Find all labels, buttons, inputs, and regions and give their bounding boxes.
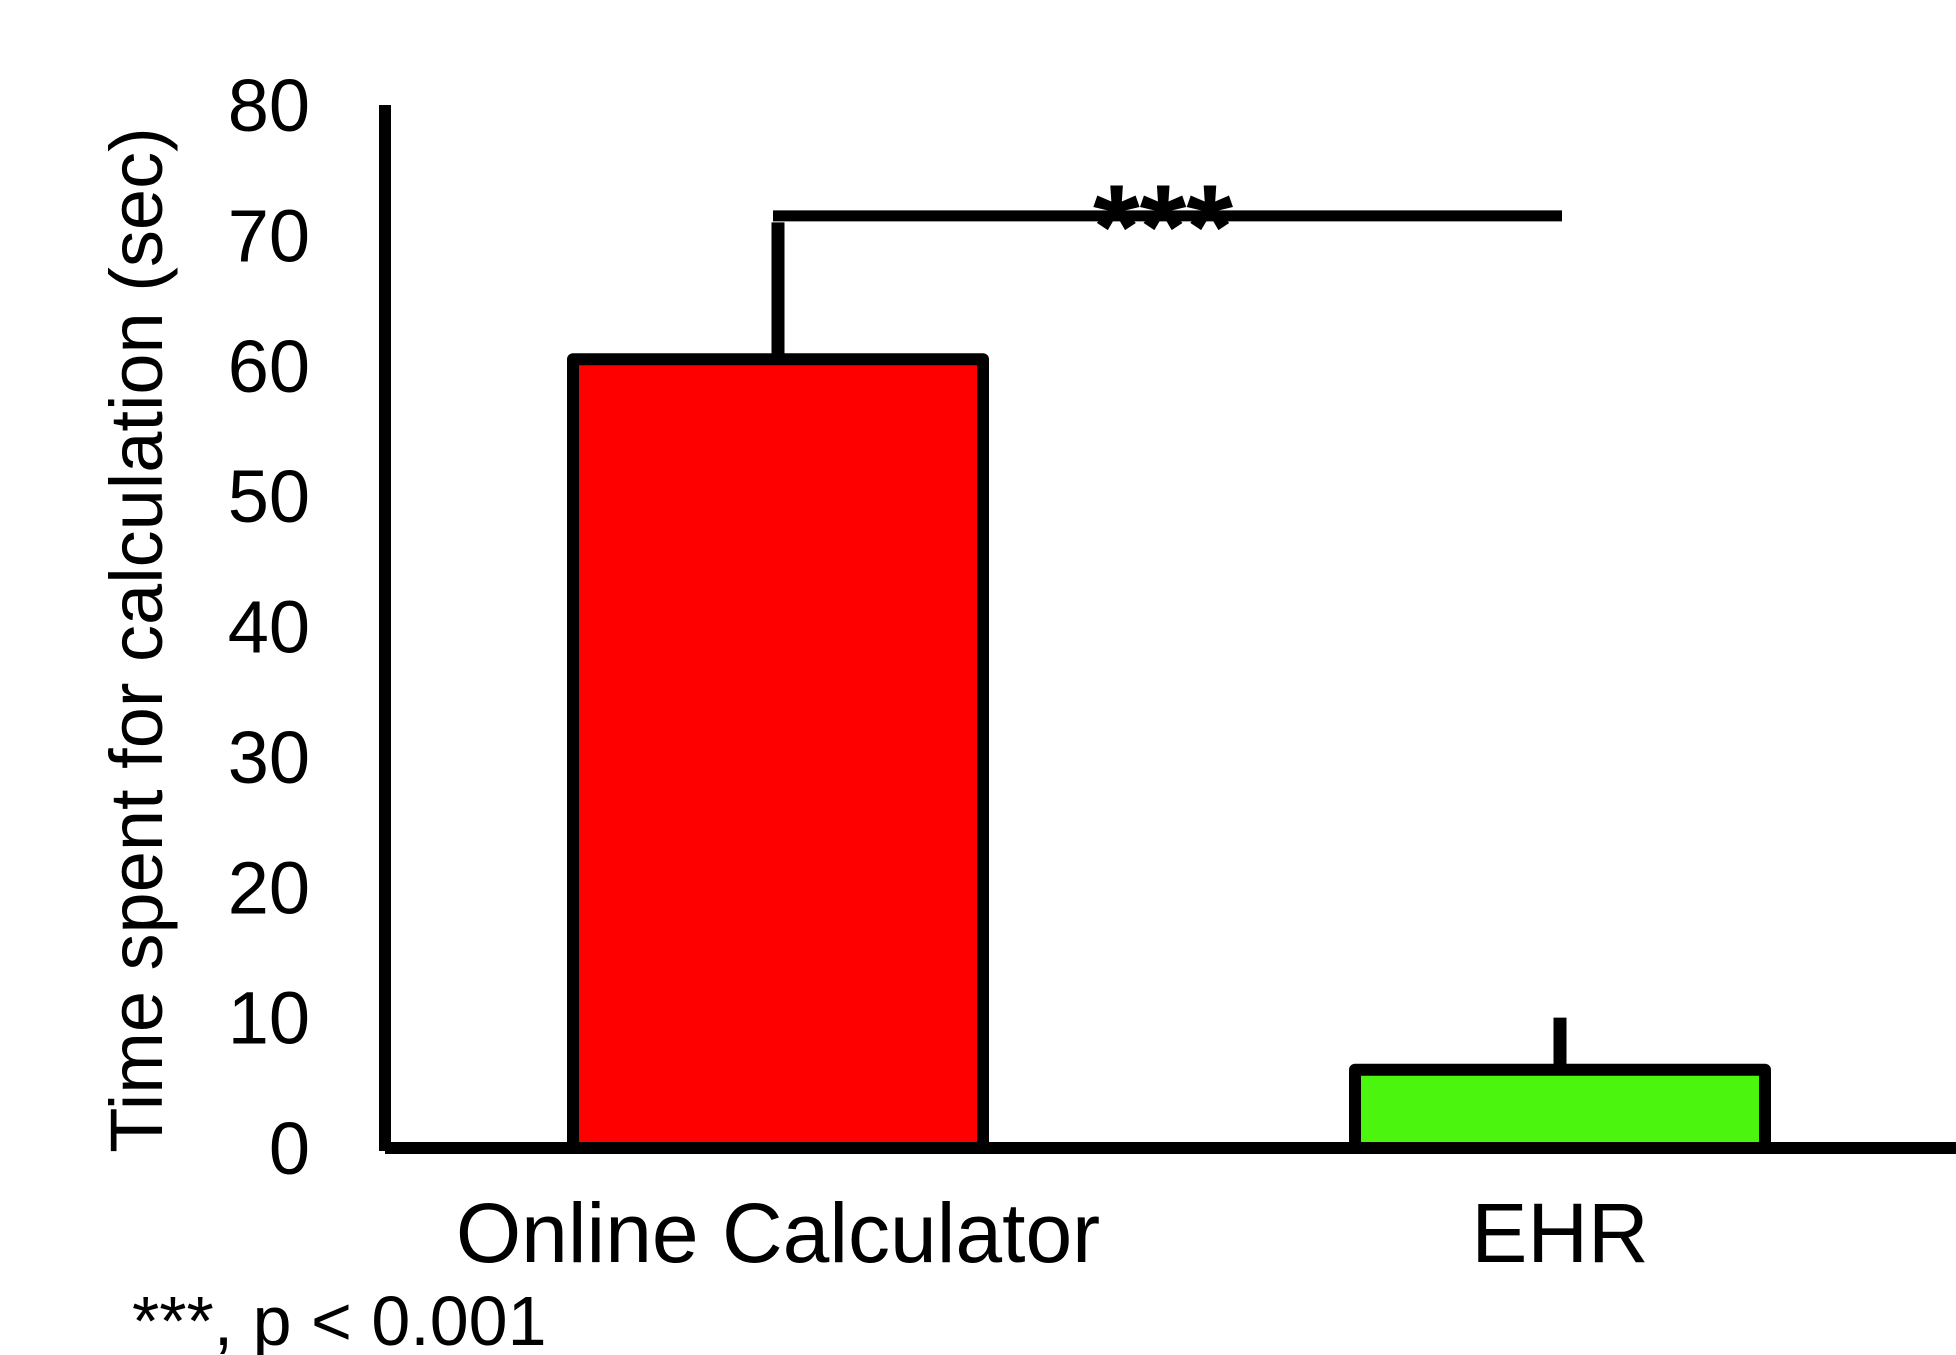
- y-tick-label: 60: [228, 325, 310, 408]
- y-tick-label: 30: [228, 716, 310, 799]
- y-tick-label: 50: [228, 455, 310, 538]
- x-category-labels: Online Calculator EHR: [456, 1186, 1649, 1280]
- significance-stars: ***: [1093, 160, 1233, 294]
- y-tick-label: 20: [228, 846, 310, 929]
- error-bars-layer: [771, 222, 1567, 1070]
- y-axis-title: Time spent for calculation (sec): [95, 127, 178, 1152]
- significance-annotation: ***: [773, 160, 1562, 294]
- y-tick-label: 0: [269, 1107, 310, 1190]
- y-tick-label: 80: [228, 64, 310, 147]
- significance-footnote: ***, p < 0.001: [132, 1282, 547, 1355]
- bar: [1349, 1063, 1771, 1155]
- bar: [567, 353, 989, 1154]
- y-tick-label: 70: [228, 194, 310, 277]
- x-category-label: EHR: [1471, 1186, 1648, 1280]
- x-category-label: Online Calculator: [456, 1186, 1100, 1280]
- y-tick-labels: 0 10 20 30 40 50 60 70 80: [228, 64, 310, 1190]
- bars-layer: [567, 353, 1771, 1155]
- y-tick-label: 10: [228, 977, 310, 1060]
- y-tick-label: 40: [228, 586, 310, 669]
